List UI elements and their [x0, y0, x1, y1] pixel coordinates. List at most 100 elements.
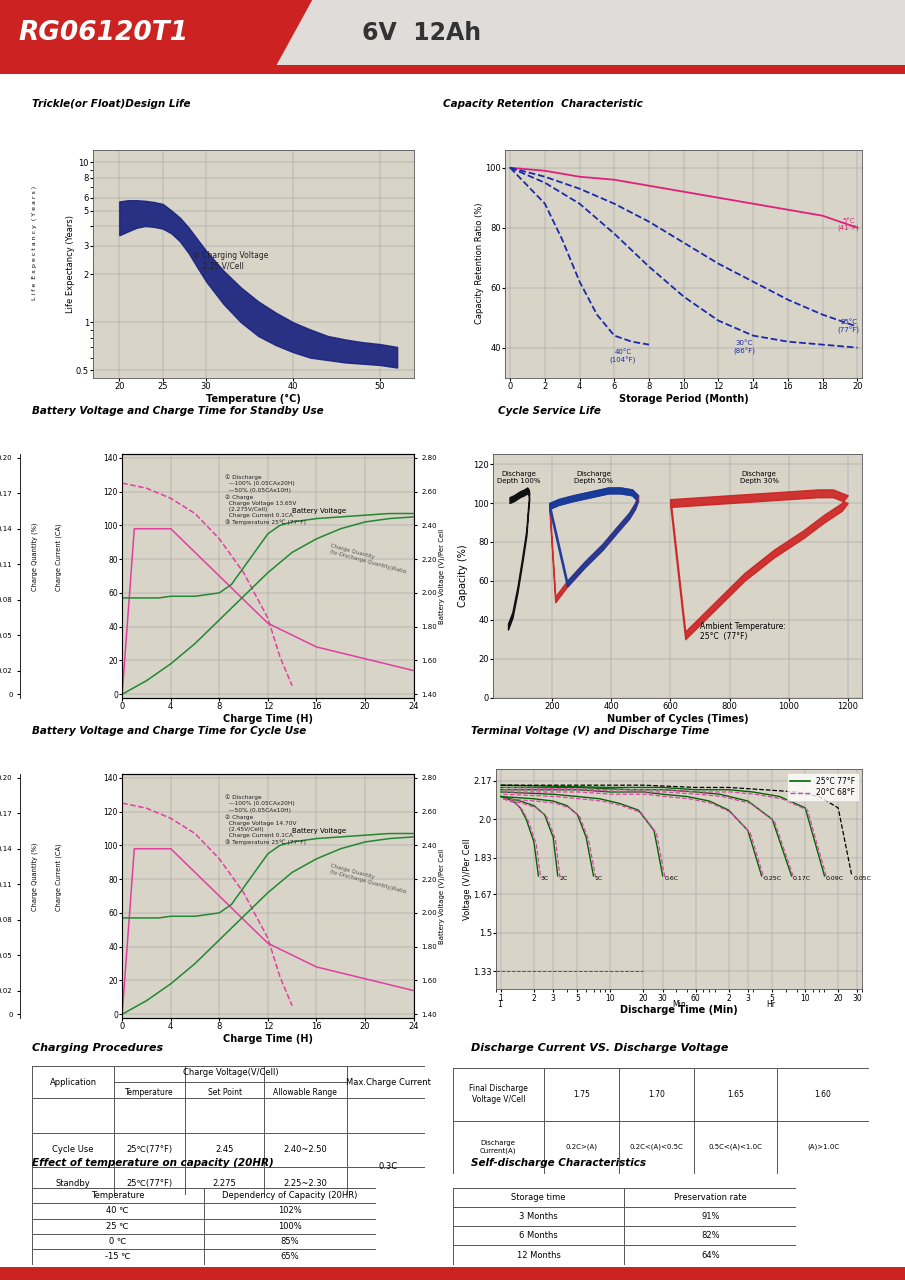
Text: 12 Months: 12 Months	[517, 1251, 560, 1260]
Text: Charge Current (CA): Charge Current (CA)	[55, 844, 62, 910]
X-axis label: Charge Time (H): Charge Time (H)	[223, 713, 313, 723]
Text: Hr: Hr	[767, 1001, 776, 1010]
Text: L i f e  E x p e c t a n c y  ( Y e a r s ): L i f e E x p e c t a n c y ( Y e a r s …	[32, 186, 37, 301]
Text: 1.70: 1.70	[648, 1089, 665, 1098]
Text: 0 ℃: 0 ℃	[109, 1236, 127, 1247]
Text: Allowable Range: Allowable Range	[273, 1088, 338, 1097]
Text: Dependency of Capacity (20HR): Dependency of Capacity (20HR)	[222, 1190, 357, 1201]
Text: Discharge
Depth 30%: Discharge Depth 30%	[739, 471, 778, 484]
Text: 91%: 91%	[701, 1212, 719, 1221]
X-axis label: Temperature (°C): Temperature (°C)	[206, 393, 301, 403]
Text: Charge Quantity (%): Charge Quantity (%)	[31, 522, 38, 591]
Text: 2.275: 2.275	[213, 1179, 236, 1188]
Text: ① Charging Voltage
    2.25 V/Cell: ① Charging Voltage 2.25 V/Cell	[193, 251, 269, 270]
Text: Set Point: Set Point	[207, 1088, 242, 1097]
Y-axis label: Battery Voltage (V)/Per Cell: Battery Voltage (V)/Per Cell	[438, 529, 445, 623]
Text: 1.65: 1.65	[727, 1089, 744, 1098]
Text: 25℃(77°F): 25℃(77°F)	[127, 1179, 173, 1188]
Text: 85%: 85%	[281, 1236, 299, 1247]
Text: Self-discharge Characteristics: Self-discharge Characteristics	[471, 1158, 645, 1169]
Text: Trickle(or Float)Design Life: Trickle(or Float)Design Life	[32, 99, 190, 109]
Text: Preservation rate: Preservation rate	[674, 1193, 747, 1202]
Text: ① Discharge
  —100% (0.05CAx20H)
  —50% (0.05CAx10H)
② Charge
  Charge Voltage 1: ① Discharge —100% (0.05CAx20H) —50% (0.0…	[225, 475, 307, 525]
Text: 0.3C: 0.3C	[378, 1162, 397, 1171]
Y-axis label: Voltage (V)/Per Cell: Voltage (V)/Per Cell	[462, 838, 472, 920]
Text: Storage time: Storage time	[511, 1193, 566, 1202]
Text: Cycle Use: Cycle Use	[52, 1146, 94, 1155]
Text: Temperature: Temperature	[126, 1088, 174, 1097]
Text: 64%: 64%	[701, 1251, 719, 1260]
Text: Ambient Temperature:
25°C  (77°F): Ambient Temperature: 25°C (77°F)	[700, 622, 786, 641]
Text: 6V  12Ah: 6V 12Ah	[362, 22, 481, 45]
Text: 1: 1	[497, 1001, 501, 1010]
Text: 1C: 1C	[595, 877, 603, 882]
Text: Final Discharge
Voltage V/Cell: Final Discharge Voltage V/Cell	[469, 1084, 528, 1103]
Text: Battery Voltage and Charge Time for Cycle Use: Battery Voltage and Charge Time for Cycl…	[32, 726, 306, 736]
Text: 82%: 82%	[701, 1231, 719, 1240]
Text: Battery Voltage: Battery Voltage	[292, 827, 347, 833]
Text: Battery Voltage and Charge Time for Standby Use: Battery Voltage and Charge Time for Stan…	[32, 406, 323, 416]
Text: Discharge
Current(A): Discharge Current(A)	[480, 1140, 517, 1155]
Text: Discharge
Depth 100%: Discharge Depth 100%	[497, 471, 540, 484]
Text: 25 ℃: 25 ℃	[107, 1221, 129, 1231]
Text: Application: Application	[50, 1078, 97, 1087]
Legend: 25°C 77°F, 20°C 68°F: 25°C 77°F, 20°C 68°F	[786, 773, 859, 801]
Text: Effect of temperature on capacity (20HR): Effect of temperature on capacity (20HR)	[32, 1158, 273, 1169]
Text: Max.Charge Current: Max.Charge Current	[346, 1078, 431, 1087]
Text: 0.2C>(A): 0.2C>(A)	[566, 1144, 597, 1151]
Text: 6 Months: 6 Months	[519, 1231, 557, 1240]
Y-axis label: Capacity Retention Ratio (%): Capacity Retention Ratio (%)	[475, 204, 483, 324]
Text: -15 ℃: -15 ℃	[105, 1252, 130, 1262]
Y-axis label: Battery Voltage (V)/Per Cell: Battery Voltage (V)/Per Cell	[438, 849, 445, 943]
Bar	[0, 65, 905, 74]
Text: 25°C
(77°F): 25°C (77°F)	[838, 320, 860, 334]
Text: 25℃(77°F): 25℃(77°F)	[127, 1146, 173, 1155]
X-axis label: Discharge Time (Min): Discharge Time (Min)	[620, 1005, 738, 1015]
Text: Min: Min	[672, 1001, 686, 1010]
Text: 0.17C: 0.17C	[793, 877, 811, 882]
Text: Standby: Standby	[55, 1179, 90, 1188]
Text: Charge Quantity
(to-Discharge Quantity)Ratio: Charge Quantity (to-Discharge Quantity)R…	[329, 544, 408, 575]
Text: 0.5C<(A)<1.0C: 0.5C<(A)<1.0C	[709, 1144, 763, 1151]
X-axis label: Charge Time (H): Charge Time (H)	[223, 1033, 313, 1043]
Text: 40 ℃: 40 ℃	[107, 1206, 129, 1216]
Text: 100%: 100%	[278, 1221, 301, 1231]
Text: ① Discharge
  —100% (0.05CAx20H)
  —50% (0.05CAx10H)
② Charge
  Charge Voltage 1: ① Discharge —100% (0.05CAx20H) —50% (0.0…	[225, 795, 307, 845]
Text: 0.6C: 0.6C	[664, 877, 679, 882]
Text: Charge Voltage(V/Cell): Charge Voltage(V/Cell)	[183, 1069, 279, 1078]
Text: 2.25~2.30: 2.25~2.30	[283, 1179, 328, 1188]
Text: 3 Months: 3 Months	[519, 1212, 557, 1221]
Text: 1.75: 1.75	[573, 1089, 590, 1098]
Text: (A)>1.0C: (A)>1.0C	[807, 1144, 839, 1151]
Text: Charge Quantity
(to-Discharge Quantity)Ratio: Charge Quantity (to-Discharge Quantity)R…	[329, 864, 408, 895]
Text: Terminal Voltage (V) and Discharge Time: Terminal Voltage (V) and Discharge Time	[471, 726, 709, 736]
Text: 2C: 2C	[559, 877, 567, 882]
Text: 0.09C: 0.09C	[825, 877, 843, 882]
Text: Discharge
Depth 50%: Discharge Depth 50%	[574, 471, 613, 484]
Polygon shape	[0, 0, 312, 74]
Y-axis label: Capacity (%): Capacity (%)	[458, 545, 468, 607]
Text: 30°C
(86°F): 30°C (86°F)	[733, 340, 756, 355]
Text: Capacity Retention  Characteristic: Capacity Retention Characteristic	[443, 99, 643, 109]
Text: 2.45: 2.45	[215, 1146, 233, 1155]
Text: 5°C
(41°F): 5°C (41°F)	[838, 218, 860, 232]
Y-axis label: Life Expectancy (Years): Life Expectancy (Years)	[65, 215, 74, 312]
Text: Cycle Service Life: Cycle Service Life	[498, 406, 601, 416]
Text: Temperature: Temperature	[90, 1190, 145, 1201]
Text: Charge Current (CA): Charge Current (CA)	[55, 524, 62, 590]
Text: 1.60: 1.60	[814, 1089, 832, 1098]
Text: 0.2C<(A)<0.5C: 0.2C<(A)<0.5C	[630, 1144, 683, 1151]
Text: Discharge Current VS. Discharge Voltage: Discharge Current VS. Discharge Voltage	[471, 1043, 728, 1053]
X-axis label: Number of Cycles (Times): Number of Cycles (Times)	[607, 713, 748, 723]
Text: 2.40~2.50: 2.40~2.50	[283, 1146, 327, 1155]
Text: 0.05C: 0.05C	[853, 877, 872, 882]
Text: Battery Voltage: Battery Voltage	[292, 507, 347, 513]
Text: 102%: 102%	[278, 1206, 301, 1216]
Text: 40°C
(104°F): 40°C (104°F)	[610, 349, 636, 364]
Text: Charging Procedures: Charging Procedures	[32, 1043, 163, 1053]
Text: 0.25C: 0.25C	[764, 877, 782, 882]
Text: Charge Quantity (%): Charge Quantity (%)	[31, 842, 38, 911]
X-axis label: Storage Period (Month): Storage Period (Month)	[619, 393, 748, 403]
Text: 65%: 65%	[281, 1252, 299, 1262]
Text: 3C: 3C	[540, 877, 549, 882]
